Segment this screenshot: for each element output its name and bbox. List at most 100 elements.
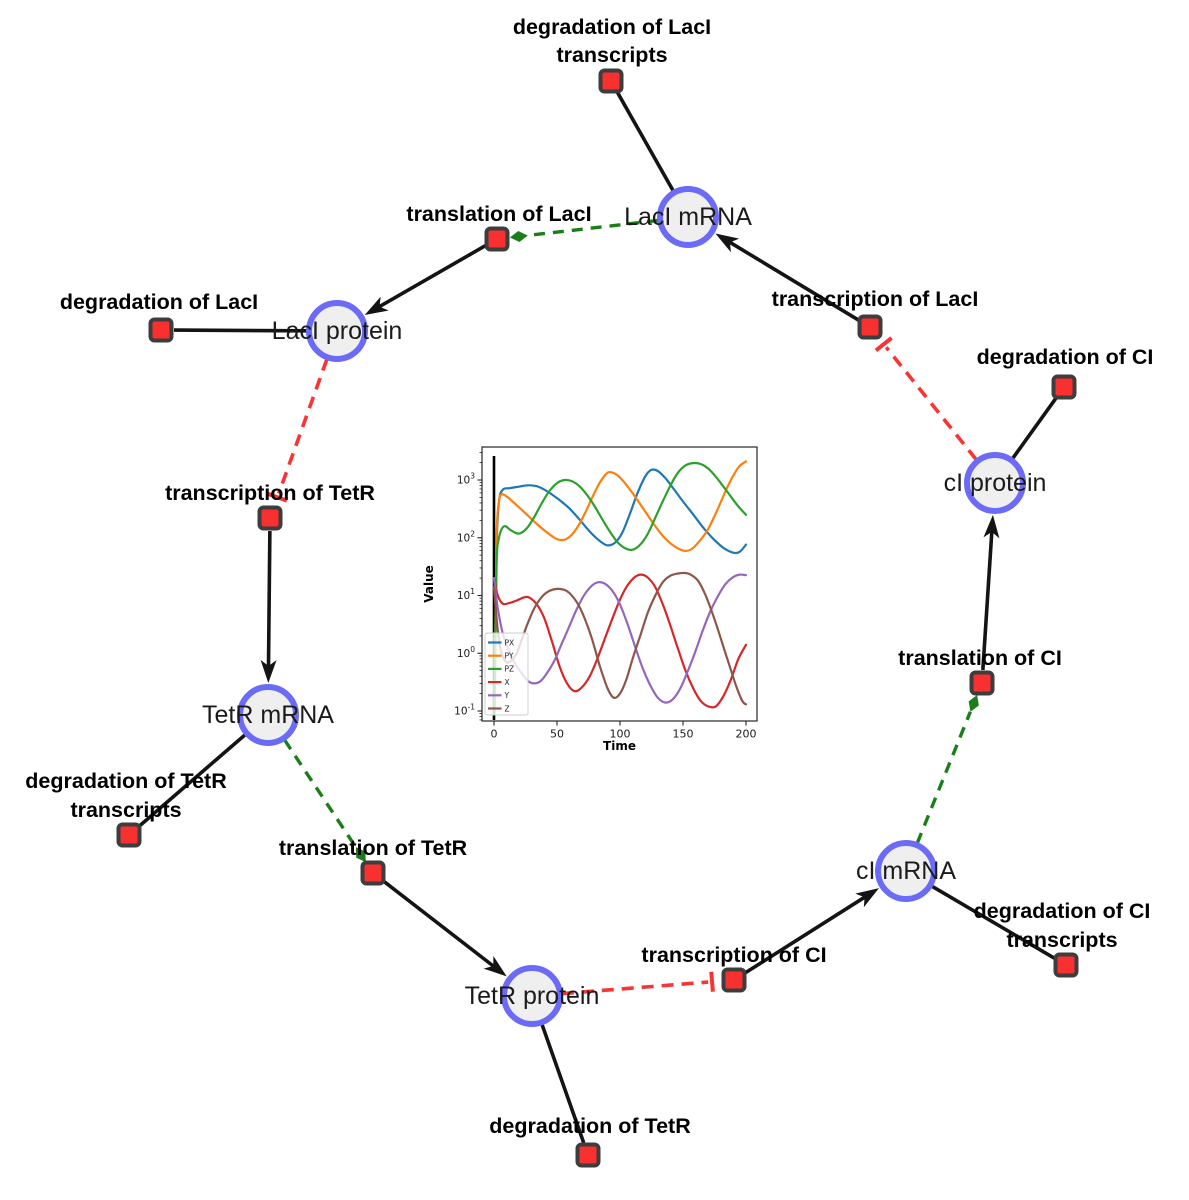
x-tick-label: 200: [736, 728, 757, 741]
reaction-label-transcr-tetr: transcription of TetR: [165, 481, 375, 505]
edge-tetr-protein-deg-tetr: [540, 1023, 586, 1144]
legend-label-Y: Y: [504, 691, 510, 700]
x-tick-label: 0: [491, 728, 498, 741]
x-tick-label: 50: [550, 728, 564, 741]
legend-label-Z: Z: [505, 704, 510, 713]
edge-transl-ci-ci-protein: [981, 530, 994, 671]
reaction-label-deg-tetr: degradation of TetR: [489, 1114, 691, 1138]
species-label-ci-mrna: cI mRNA: [856, 857, 956, 885]
modifier-diamond-icon: [509, 231, 528, 242]
y-tick-label: 102: [457, 529, 475, 544]
edge-ci-protein-transcr-laci: [884, 346, 978, 461]
reaction-label-deg-ci-transcripts: transcripts: [1006, 928, 1117, 952]
reaction-node-deg-tetr-transcripts: [116, 822, 142, 848]
chart-series-layer: [492, 460, 748, 715]
edge-tetr-protein-transcr-ci: [561, 980, 709, 996]
edge-transcr-laci-laci-mrna: [728, 240, 860, 322]
arrowhead-icon: [715, 233, 740, 253]
reaction-label-deg-laci: degradation of LacI: [60, 290, 258, 314]
arrowhead-icon: [483, 956, 507, 977]
reaction-label-transl-ci: translation of CI: [898, 646, 1062, 670]
edge-ci-mrna-transl-ci: [915, 711, 972, 844]
species-node-laci-mrna: [657, 186, 719, 248]
reaction-label-transcr-ci: transcription of CI: [641, 943, 826, 967]
series-line-PY: [493, 460, 748, 715]
y-tick-label: 101: [457, 587, 475, 602]
edge-transl-tetr-tetr-protein: [382, 879, 496, 969]
species-node-laci-protein: [306, 300, 368, 362]
reaction-node-transcr-tetr: [257, 505, 283, 531]
inhibitor-tbar-icon: [267, 492, 288, 503]
x-tick-label: 150: [673, 728, 694, 741]
edge-laci-protein-transcr-tetr: [277, 358, 329, 495]
species-node-tetr-mrna: [237, 684, 299, 746]
y-tick-label: 100: [457, 645, 475, 660]
legend-label-X: X: [505, 678, 510, 687]
reaction-node-transl-laci: [484, 226, 510, 252]
edge-laci-protein-deg-laci: [173, 328, 308, 333]
edge-transcr-tetr-tetr-mrna: [266, 530, 272, 668]
species-label-tetr-mrna: TetR mRNA: [202, 701, 334, 729]
edge-ci-mrna-deg-ci-transcripts: [930, 884, 1056, 960]
reaction-label-deg-tetr-transcripts: degradation of TetR: [25, 769, 227, 793]
series-line-Y: [492, 573, 748, 704]
reaction-label-deg-tetr-transcripts: transcripts: [70, 798, 181, 822]
arrowhead-icon: [983, 514, 1000, 539]
reaction-node-transcr-ci: [721, 967, 747, 993]
y-axis-label: Value: [422, 565, 436, 603]
inhibitor-tbar-icon: [874, 336, 893, 352]
series-line-X: [492, 573, 748, 709]
species-label-laci-protein: LacI protein: [272, 317, 403, 345]
reaction-node-deg-laci: [148, 317, 174, 343]
series-line-PX: [493, 468, 748, 715]
reaction-node-deg-ci: [1051, 374, 1077, 400]
modifier-diamond-icon: [355, 847, 366, 863]
series-line-Z: [492, 571, 748, 706]
species-label-tetr-protein: TetR protein: [465, 982, 600, 1010]
reaction-label-transcr-laci: transcription of LacI: [772, 287, 979, 311]
reaction-label-transl-tetr: translation of TetR: [279, 836, 468, 860]
reaction-node-deg-laci-transcripts: [598, 68, 624, 94]
y-tick-label: 103: [457, 472, 475, 487]
edge-laci-mrna-transl-laci: [527, 218, 659, 238]
x-axis-label: Time: [603, 739, 636, 753]
timecourse-inset-chart: 103 102 101 100 10-1 0 50 100 150 200 Time Value PX P…: [422, 446, 758, 753]
arrowhead-icon: [855, 888, 879, 908]
edge-transl-laci-laci-protein: [377, 243, 487, 309]
series-line-PZ: [493, 461, 748, 715]
x-tick-label: 100: [610, 728, 631, 741]
reaction-nodes-layer: degradation of LacI transcripts translatio…: [25, 15, 1154, 1168]
species-label-ci-protein: cI protein: [944, 469, 1047, 497]
edge-ci-protein-deg-ci: [1011, 396, 1058, 460]
reaction-label-transl-laci: translation of LacI: [406, 202, 591, 226]
reaction-node-deg-ci-transcripts: [1053, 952, 1079, 978]
edge-transcr-ci-ci-mrna: [744, 895, 867, 975]
species-node-ci-mrna: [875, 840, 937, 902]
edge-tetr-mrna-transl-tetr: [283, 739, 358, 849]
reaction-label-deg-laci-transcripts: transcripts: [556, 43, 667, 67]
reaction-node-transl-tetr: [360, 860, 386, 886]
y-tick-label: 10-1: [454, 703, 475, 718]
species-label-laci-mrna: LacI mRNA: [624, 203, 752, 231]
legend-label-PZ: PZ: [505, 665, 515, 674]
reaction-label-deg-ci: degradation of CI: [977, 345, 1154, 369]
legend-label-PY: PY: [505, 652, 514, 661]
edge-tetr-mrna-deg-tetr-transcripts: [137, 733, 247, 828]
arrowhead-icon: [260, 659, 277, 684]
edge-laci-mrna-deg-laci-transcripts: [615, 91, 675, 192]
reaction-label-deg-laci-transcripts: degradation of LacI: [513, 15, 711, 39]
species-node-tetr-protein: [501, 965, 563, 1027]
legend-label-PX: PX: [505, 638, 515, 647]
reaction-node-deg-tetr: [575, 1142, 601, 1168]
edges-layer: [137, 91, 1058, 1144]
arrowhead-icon: [364, 296, 389, 316]
modifier-diamond-icon: [968, 695, 979, 712]
reaction-label-deg-ci-transcripts: degradation of CI: [974, 899, 1151, 923]
inhibitor-tbar-icon: [709, 971, 715, 992]
reaction-node-transl-ci: [969, 670, 995, 696]
species-nodes-layer: LacI mRNA LacI protein cI protein TetR mRNA…: [202, 186, 1047, 1027]
species-node-ci-protein: [964, 452, 1026, 514]
reaction-node-transcr-laci: [857, 314, 883, 340]
